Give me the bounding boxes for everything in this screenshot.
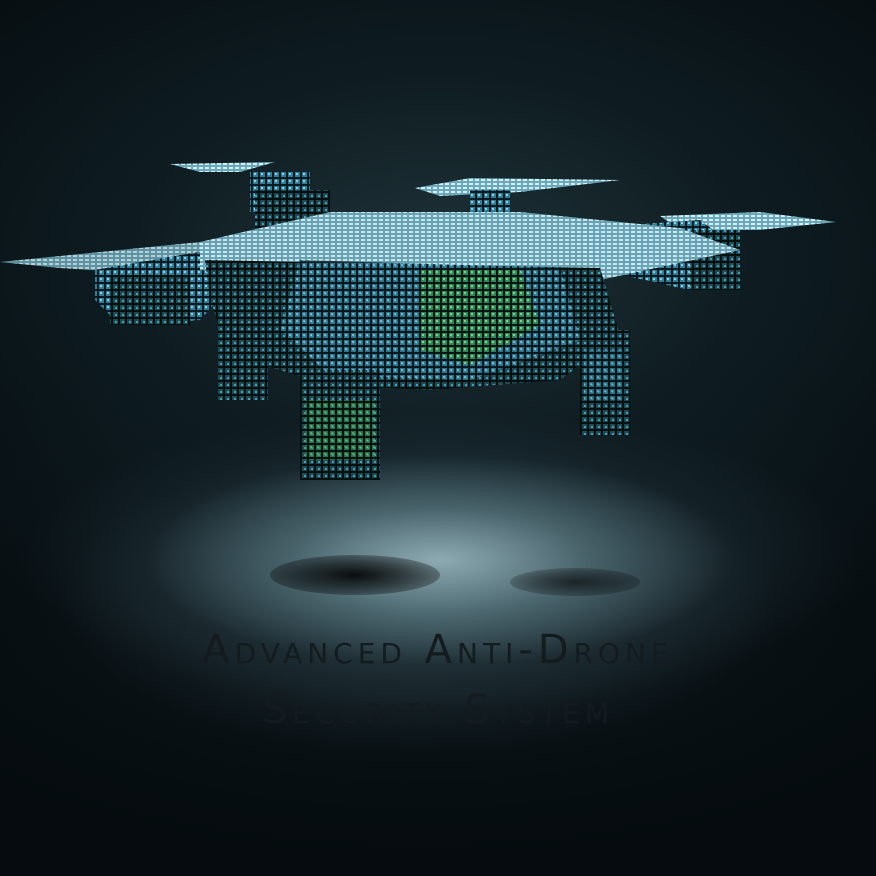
drone-shadow-right (510, 568, 640, 596)
drone-shadow (270, 555, 440, 595)
headline-line-2: Security System (262, 687, 614, 733)
drone-illustration (0, 150, 876, 490)
headline-line-1: Advanced Anti-Drone (202, 627, 674, 673)
left-rotor-arm (0, 242, 235, 325)
left-leg (218, 320, 268, 400)
